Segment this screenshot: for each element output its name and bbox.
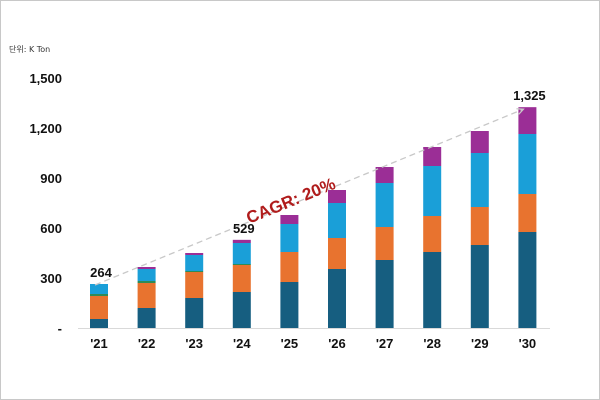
bar-segment bbox=[185, 298, 204, 328]
y-tick-label: 600 bbox=[40, 221, 62, 236]
y-tick-label: 300 bbox=[40, 271, 62, 286]
unit-label: 단위: K Ton bbox=[9, 45, 51, 54]
data-label: 1,325 bbox=[513, 88, 546, 103]
bar-segment bbox=[518, 232, 537, 328]
bar-segment bbox=[470, 131, 489, 153]
bar-segment bbox=[137, 308, 156, 328]
data-labels: 264 529 1,325 bbox=[90, 88, 546, 280]
data-label: 264 bbox=[90, 265, 112, 280]
x-tick-label: '23 bbox=[185, 336, 203, 351]
y-tick-label: 1,200 bbox=[29, 121, 62, 136]
cagr-annotation: CAGR: 20% bbox=[94, 108, 525, 286]
bar-segment bbox=[232, 243, 251, 264]
bar-segment bbox=[185, 272, 204, 298]
bar-segment bbox=[375, 260, 394, 328]
bar-segment bbox=[328, 238, 346, 269]
bars bbox=[90, 107, 537, 328]
x-tick-label: '25 bbox=[281, 336, 299, 351]
bar-segment bbox=[423, 147, 442, 166]
y-axis-ticks: - 300 600 900 1,200 1,500 bbox=[29, 71, 62, 336]
bar-segment bbox=[470, 207, 489, 245]
bar-segment bbox=[470, 153, 489, 207]
x-tick-label: '29 bbox=[471, 336, 489, 351]
bar-segment bbox=[232, 292, 251, 328]
bar-segment bbox=[423, 252, 442, 328]
arrow-head-icon bbox=[516, 108, 525, 115]
bar-segment bbox=[90, 319, 108, 328]
bar-segment bbox=[280, 282, 299, 328]
bar-segment bbox=[328, 203, 346, 238]
bar-segment bbox=[232, 264, 251, 265]
cagr-trend-line bbox=[94, 108, 524, 286]
bar-segment bbox=[185, 271, 204, 272]
x-tick-label: '22 bbox=[138, 336, 156, 351]
x-tick-label: '21 bbox=[90, 336, 108, 351]
x-tick-label: '24 bbox=[233, 336, 251, 351]
bar-segment bbox=[518, 107, 537, 134]
data-label: 529 bbox=[233, 221, 255, 236]
bar-segment bbox=[328, 190, 346, 203]
y-tick-label: 1,500 bbox=[29, 71, 62, 86]
bar-segment bbox=[375, 183, 394, 227]
bar-segment bbox=[90, 296, 108, 319]
x-tick-label: '27 bbox=[376, 336, 394, 351]
bar-segment bbox=[137, 267, 156, 269]
bar-segment bbox=[280, 215, 299, 224]
bar-segment bbox=[90, 284, 108, 294]
x-tick-label: '26 bbox=[328, 336, 346, 351]
x-tick-label: '28 bbox=[423, 336, 441, 351]
bar-segment bbox=[90, 294, 108, 296]
bar-segment bbox=[328, 269, 346, 328]
bar-segment bbox=[423, 216, 442, 252]
y-tick-label: - bbox=[58, 321, 62, 336]
bar-segment bbox=[137, 269, 156, 281]
y-tick-label: 900 bbox=[40, 171, 62, 186]
bar-segment bbox=[280, 224, 299, 252]
bar-segment bbox=[518, 134, 537, 194]
bar-segment bbox=[470, 245, 489, 328]
bar-segment bbox=[232, 265, 251, 292]
bar-segment bbox=[185, 253, 204, 255]
bar-segment bbox=[423, 166, 442, 216]
x-axis-ticks: '21 '22 '23 '24 '25 '26 '27 '28 '29 '30 bbox=[90, 336, 536, 351]
bar-segment bbox=[185, 255, 204, 271]
bar-segment bbox=[232, 239, 251, 243]
bar-segment bbox=[137, 281, 156, 283]
bar-segment bbox=[375, 227, 394, 260]
bar-segment bbox=[137, 283, 156, 308]
bar-segment bbox=[518, 194, 537, 232]
x-tick-label: '30 bbox=[519, 336, 537, 351]
bar-segment bbox=[280, 252, 299, 282]
bar-segment bbox=[375, 167, 394, 183]
